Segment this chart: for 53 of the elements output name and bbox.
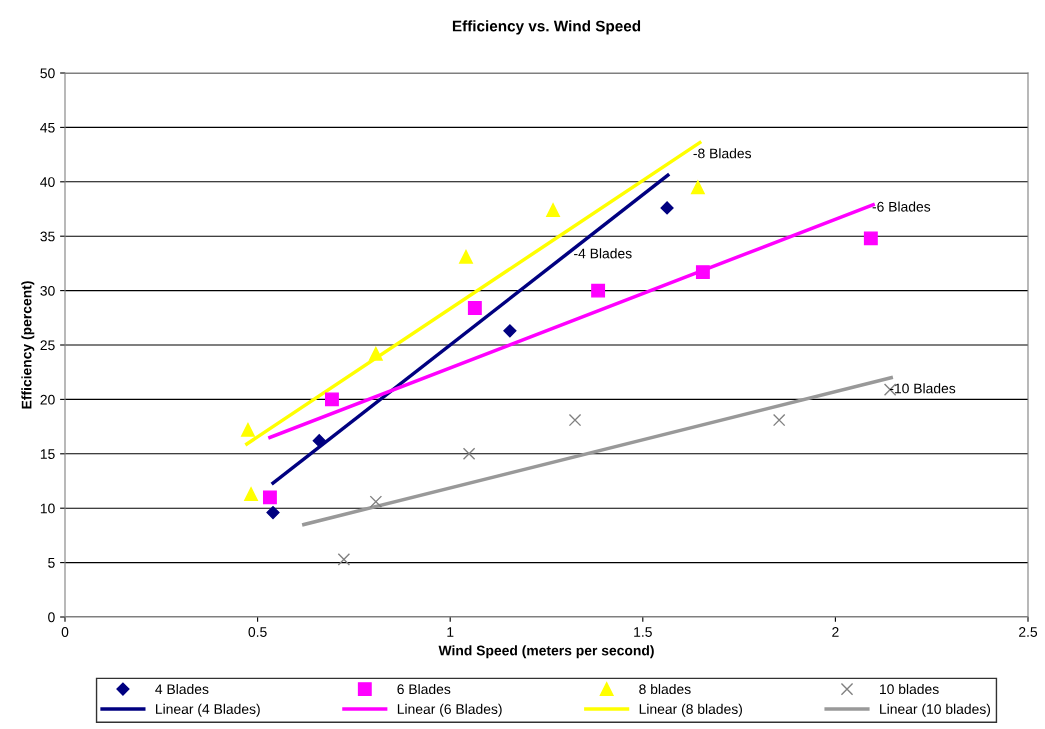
legend-label: Linear (4 Blades) <box>156 703 260 717</box>
legend-label: 4 Blades <box>155 683 209 695</box>
annotation: -8 Blades <box>693 148 752 159</box>
legend-label: Linear (6 Blades) <box>397 703 502 717</box>
legend-label: 10 blades <box>880 683 939 695</box>
point <box>546 203 560 218</box>
point <box>241 422 255 437</box>
x-tick-label: 0 <box>61 627 69 637</box>
x-tick-label: 0.5 <box>248 627 267 637</box>
point <box>568 413 582 427</box>
y-tick-label: 30 <box>40 285 55 296</box>
y-tick-label: 20 <box>40 394 55 405</box>
legend-label: 6 Blades <box>397 683 451 695</box>
y-tick-label: 15 <box>40 449 55 459</box>
y-axis-title: Efficiency (percent) <box>21 281 35 409</box>
annotation: -4 Blades <box>574 248 632 259</box>
point <box>462 447 476 461</box>
y-tick-label: 45 <box>40 122 55 133</box>
point <box>695 265 710 280</box>
point <box>244 487 258 502</box>
y-tick-label: 35 <box>40 231 55 242</box>
y-tick-label: 10 <box>40 503 55 514</box>
point <box>324 392 339 407</box>
y-tick-label: 40 <box>40 177 55 187</box>
x-axis-title: Wind Speed (meters per second) <box>438 645 654 659</box>
point <box>459 249 473 264</box>
point <box>312 434 326 448</box>
point <box>369 495 383 508</box>
x-tick-label: 1.5 <box>634 627 652 637</box>
point <box>266 505 280 520</box>
point <box>503 324 517 338</box>
legend-label: 8 blades <box>639 683 691 695</box>
point <box>690 180 705 195</box>
legend-label: Linear (10 blades) <box>880 703 991 717</box>
point <box>368 346 383 361</box>
annotation: -10 Blades <box>889 383 956 394</box>
y-tick-label: 25 <box>40 340 55 351</box>
point <box>591 283 606 298</box>
x-tick-label: 1 <box>447 627 454 637</box>
x-tick-label: 2 <box>832 627 839 637</box>
legend-label: Linear (8 blades) <box>639 703 742 717</box>
point <box>660 201 674 215</box>
point <box>262 490 277 505</box>
chart-title: Efficiency vs. Wind Speed <box>452 20 641 35</box>
annotation: -6 Blades <box>872 201 931 212</box>
y-tick-label: 50 <box>40 68 55 79</box>
y-tick-label: 0 <box>48 612 55 623</box>
x-tick-label: 2.5 <box>1019 627 1038 637</box>
point <box>863 231 878 246</box>
point <box>337 553 351 566</box>
point <box>467 301 482 315</box>
point <box>772 413 786 427</box>
y-tick-label: 5 <box>48 558 55 568</box>
